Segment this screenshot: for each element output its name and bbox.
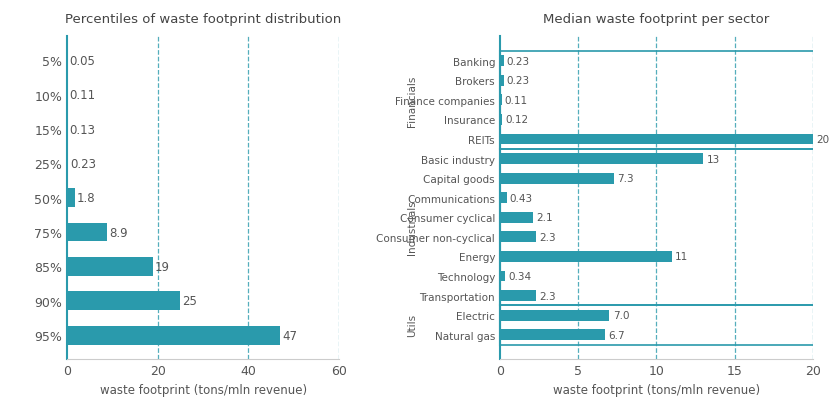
Text: Financials: Financials bbox=[407, 75, 417, 126]
Text: 20: 20 bbox=[816, 135, 829, 145]
Bar bbox=[67, 326, 280, 345]
Text: 0.34: 0.34 bbox=[509, 271, 531, 281]
Text: Utils: Utils bbox=[407, 313, 417, 337]
Bar bbox=[500, 290, 536, 301]
Text: 2.3: 2.3 bbox=[539, 291, 556, 301]
Bar bbox=[500, 56, 504, 67]
Text: 0.23: 0.23 bbox=[507, 76, 530, 86]
Text: 2.1: 2.1 bbox=[536, 213, 552, 223]
Text: 8.9: 8.9 bbox=[109, 226, 128, 239]
Text: 19: 19 bbox=[155, 260, 170, 273]
Text: 0.13: 0.13 bbox=[70, 123, 96, 136]
Bar bbox=[500, 232, 536, 243]
X-axis label: waste footprint (tons/mln revenue): waste footprint (tons/mln revenue) bbox=[553, 383, 760, 396]
Bar bbox=[500, 271, 505, 282]
Text: 0.11: 0.11 bbox=[504, 96, 528, 106]
Text: 47: 47 bbox=[282, 329, 297, 342]
Bar bbox=[500, 134, 813, 145]
Text: 13: 13 bbox=[706, 154, 720, 164]
Bar bbox=[67, 189, 75, 208]
Text: Industrials: Industrials bbox=[407, 200, 417, 255]
Bar bbox=[500, 154, 703, 164]
Text: 0.12: 0.12 bbox=[505, 115, 528, 125]
Text: 7.3: 7.3 bbox=[618, 174, 634, 184]
Bar bbox=[500, 95, 502, 106]
Bar bbox=[67, 223, 107, 242]
Bar bbox=[500, 252, 672, 262]
Text: 0.05: 0.05 bbox=[69, 55, 95, 68]
Text: 0.43: 0.43 bbox=[510, 193, 533, 203]
Bar bbox=[500, 115, 502, 126]
Bar bbox=[500, 173, 614, 184]
Title: Median waste footprint per sector: Median waste footprint per sector bbox=[543, 13, 769, 26]
Bar bbox=[500, 193, 507, 204]
Bar bbox=[500, 310, 609, 321]
Bar bbox=[67, 292, 180, 311]
Bar bbox=[500, 212, 533, 223]
Bar bbox=[500, 76, 504, 86]
Text: 1.8: 1.8 bbox=[77, 192, 96, 205]
Text: 25: 25 bbox=[182, 294, 197, 308]
Title: Percentiles of waste footprint distribution: Percentiles of waste footprint distribut… bbox=[65, 13, 341, 26]
Bar bbox=[500, 330, 605, 340]
Bar bbox=[67, 154, 68, 173]
Text: 0.23: 0.23 bbox=[507, 57, 530, 66]
Text: 0.23: 0.23 bbox=[70, 157, 96, 171]
Text: 11: 11 bbox=[675, 252, 689, 262]
Text: 0.11: 0.11 bbox=[70, 89, 96, 102]
Text: 6.7: 6.7 bbox=[608, 330, 624, 340]
Bar bbox=[67, 257, 153, 276]
Text: 2.3: 2.3 bbox=[539, 232, 556, 242]
X-axis label: waste footprint (tons/mln revenue): waste footprint (tons/mln revenue) bbox=[100, 383, 307, 396]
Text: 7.0: 7.0 bbox=[613, 311, 629, 320]
